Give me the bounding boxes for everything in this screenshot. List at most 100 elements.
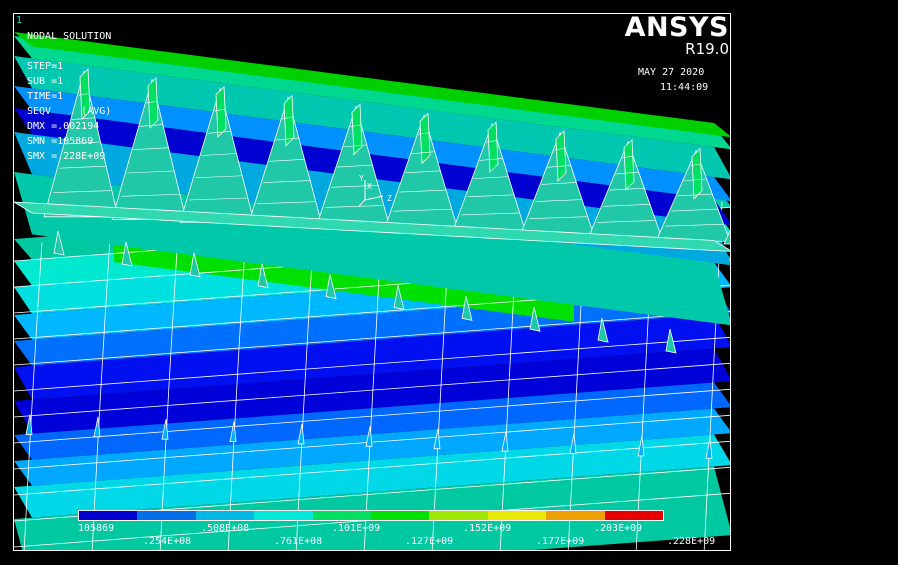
mesh-line xyxy=(621,155,634,159)
legend-label: .228E+09 xyxy=(667,536,716,547)
time-label: 11:44:09 xyxy=(660,82,709,93)
root-tooth xyxy=(297,423,305,445)
legend-swatch xyxy=(312,511,372,520)
mesh-line xyxy=(275,137,300,141)
release-label: R19.0 xyxy=(685,40,729,58)
solution-info-line: NODAL SOLUTION xyxy=(27,31,112,42)
small-tooth xyxy=(53,230,65,256)
legend-swatch xyxy=(137,511,196,520)
ansys-logo: ANSYS xyxy=(624,12,729,43)
tooth-face xyxy=(43,70,119,218)
mesh-line xyxy=(479,158,504,161)
solution-info-line: SMX =.228E+09 xyxy=(27,151,106,162)
mesh-line xyxy=(393,208,452,212)
root-tooth xyxy=(161,419,169,440)
mesh-line xyxy=(411,151,436,154)
mesh-line xyxy=(337,164,373,168)
mesh-line xyxy=(77,93,90,96)
legend-label: .152E+09 xyxy=(463,523,512,534)
tooth-edge xyxy=(215,85,227,138)
mesh-line xyxy=(201,153,237,156)
contour-band xyxy=(14,314,730,400)
mesh-line xyxy=(65,141,101,145)
mesh-line xyxy=(53,190,112,193)
contour-legend-bar xyxy=(78,510,664,521)
solution-info-line: SMN =105869 xyxy=(27,136,94,147)
mesh-line xyxy=(71,117,96,120)
legend-swatch xyxy=(604,511,664,520)
small-tooth xyxy=(189,252,201,278)
mesh-line xyxy=(603,204,651,207)
mesh-line xyxy=(343,144,368,148)
tooth-edge xyxy=(623,138,635,191)
solution-info-line: SUB =1 xyxy=(27,76,64,87)
legend-label: .508E+08 xyxy=(201,523,250,534)
graphics-viewport[interactable]: 1 NODAL SOLUTION STEP=1 SUB =1 TIME=1 SEQV (… xyxy=(13,13,731,551)
mesh-line xyxy=(541,182,577,185)
legend-swatch xyxy=(546,511,605,520)
base-plate xyxy=(14,201,730,252)
mesh-line xyxy=(461,212,520,216)
mesh-line xyxy=(325,205,384,208)
mesh-line xyxy=(59,165,107,169)
triad-y-label: Y xyxy=(359,174,364,183)
mesh-line xyxy=(405,170,441,174)
root-tooth xyxy=(93,416,101,438)
coordinate-triad: Y X Z xyxy=(357,174,397,210)
mesh-line xyxy=(23,242,43,550)
mesh-line xyxy=(547,164,572,168)
small-tooth xyxy=(461,296,473,321)
mesh-line xyxy=(263,180,311,183)
stress-hotspot-band xyxy=(114,242,574,322)
mesh-line xyxy=(677,193,713,197)
contour-band xyxy=(14,348,730,434)
mesh-line xyxy=(139,124,164,127)
mesh-line xyxy=(213,108,226,112)
small-tooth xyxy=(597,317,609,343)
root-tooth xyxy=(365,426,373,447)
tooth-edge xyxy=(691,147,703,200)
upper-mesh-lines xyxy=(25,93,724,459)
legend-label: .203E+09 xyxy=(594,523,643,534)
root-tooth xyxy=(25,414,33,435)
root-tooth xyxy=(569,433,577,454)
mesh-line xyxy=(269,158,305,162)
contour-band xyxy=(14,466,730,550)
mesh-line xyxy=(615,171,640,175)
tooth-edge xyxy=(487,121,499,174)
mesh-line xyxy=(281,116,294,120)
mesh-line xyxy=(14,388,730,444)
legend-label: .127E+09 xyxy=(405,536,454,547)
legend-swatch xyxy=(79,511,138,520)
mesh-line xyxy=(535,199,583,202)
mesh-line xyxy=(689,163,702,167)
mesh-line xyxy=(529,216,588,219)
solution-info-line: SEQV (AVG) xyxy=(27,106,112,117)
mesh-line xyxy=(417,132,430,135)
mesh-line xyxy=(14,414,730,470)
root-tooth xyxy=(501,431,509,452)
legend-swatch xyxy=(487,511,547,520)
tooth-edge xyxy=(419,112,431,165)
legend-label: .177E+09 xyxy=(536,536,585,547)
legend-swatch xyxy=(195,511,255,520)
small-tooth xyxy=(393,285,405,310)
mesh-line xyxy=(14,310,730,366)
solution-info-line: STEP=1 xyxy=(27,61,64,72)
date-label: MAY 27 2020 xyxy=(638,67,705,78)
mesh-line xyxy=(399,189,447,193)
mesh-line xyxy=(473,176,509,179)
legend-label: 105869 xyxy=(78,523,115,534)
mesh-line xyxy=(671,208,719,212)
tooth-band xyxy=(14,56,730,180)
mesh-line xyxy=(331,184,379,188)
root-tooth xyxy=(637,435,645,457)
mesh-line xyxy=(121,193,180,197)
small-tooth xyxy=(665,328,677,354)
root-tooth xyxy=(433,428,441,450)
tooth-edge xyxy=(351,103,363,156)
mesh-line xyxy=(127,170,175,174)
tooth-edge xyxy=(147,77,159,129)
solution-info-line: TIME=1 xyxy=(27,91,64,102)
legend-swatch xyxy=(371,511,430,520)
